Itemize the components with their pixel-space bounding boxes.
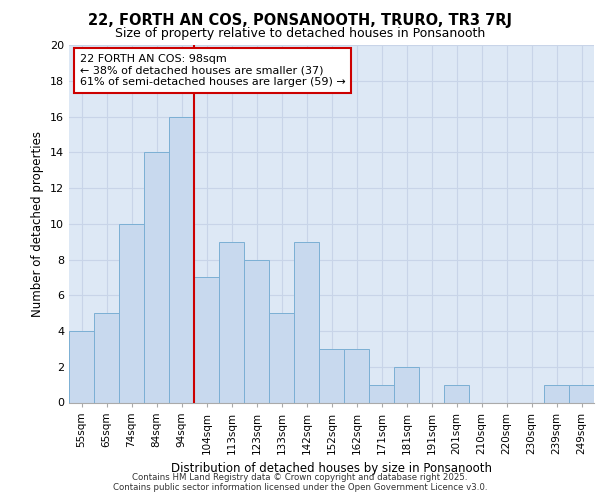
Bar	[294, 242, 319, 402]
Text: Size of property relative to detached houses in Ponsanooth: Size of property relative to detached ho…	[115, 28, 485, 40]
Text: 22 FORTH AN COS: 98sqm
← 38% of detached houses are smaller (37)
61% of semi-det: 22 FORTH AN COS: 98sqm ← 38% of detached…	[79, 54, 345, 87]
Text: Contains HM Land Registry data © Crown copyright and database right 2025.
Contai: Contains HM Land Registry data © Crown c…	[113, 473, 487, 492]
Bar	[319, 349, 344, 403]
Bar	[544, 384, 569, 402]
Bar	[569, 384, 594, 402]
Bar	[94, 313, 119, 402]
Bar	[394, 367, 419, 402]
Text: 22, FORTH AN COS, PONSANOOTH, TRURO, TR3 7RJ: 22, FORTH AN COS, PONSANOOTH, TRURO, TR3…	[88, 12, 512, 28]
X-axis label: Distribution of detached houses by size in Ponsanooth: Distribution of detached houses by size …	[171, 462, 492, 475]
Bar	[344, 349, 369, 403]
Bar	[119, 224, 144, 402]
Bar	[244, 260, 269, 402]
Bar	[444, 384, 469, 402]
Bar	[369, 384, 394, 402]
Bar	[219, 242, 244, 402]
Bar	[69, 331, 94, 402]
Bar	[269, 313, 294, 402]
Bar	[194, 278, 219, 402]
Bar	[144, 152, 169, 402]
Y-axis label: Number of detached properties: Number of detached properties	[31, 130, 44, 317]
Bar	[169, 116, 194, 403]
